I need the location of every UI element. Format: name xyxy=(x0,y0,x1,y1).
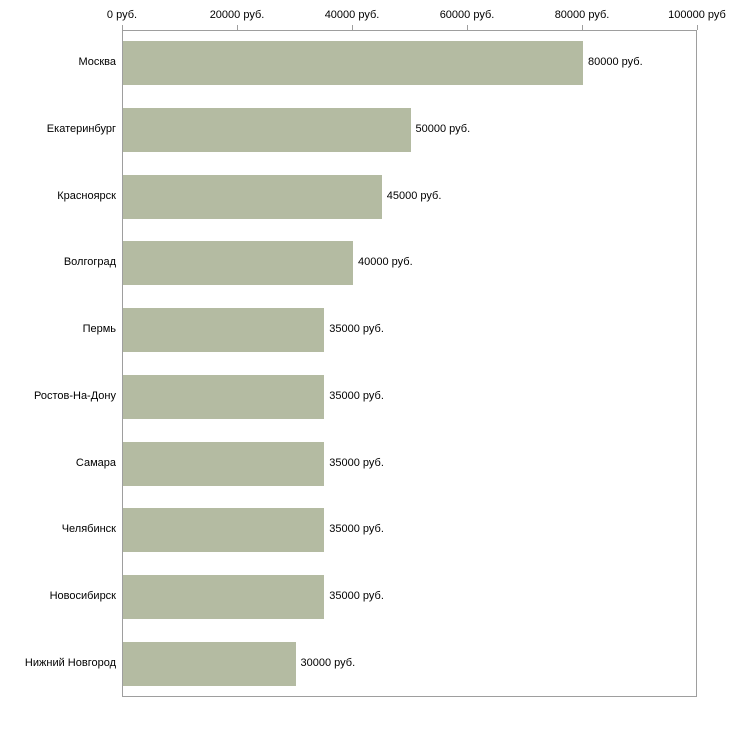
x-axis-tick-mark xyxy=(122,25,123,30)
bar-value-label: 35000 руб. xyxy=(329,389,384,402)
bar xyxy=(123,574,325,619)
bar xyxy=(123,308,325,353)
x-axis-tick-label: 60000 руб. xyxy=(439,9,495,21)
x-axis-tick-label: 80000 руб. xyxy=(554,9,610,21)
y-axis-category-label: Самара xyxy=(75,456,116,469)
bar-value-label: 40000 руб. xyxy=(358,256,413,269)
bar xyxy=(123,108,411,153)
y-axis-category-label: Челябинск xyxy=(61,523,116,536)
bar xyxy=(123,241,353,286)
x-axis-tick-mark xyxy=(237,25,238,30)
bar-value-label: 50000 руб. xyxy=(415,123,471,136)
bar-value-label: 45000 руб. xyxy=(386,189,442,202)
bar-value-label: 80000 руб. xyxy=(588,56,643,69)
y-axis-category-label: Нижний Новгород xyxy=(24,656,116,669)
x-axis-tick-label: 0 руб. xyxy=(106,9,138,21)
x-axis-tick-mark xyxy=(352,25,353,30)
x-axis-tick-mark xyxy=(582,25,583,30)
bar xyxy=(123,41,583,86)
x-axis-tick-mark xyxy=(467,25,468,30)
bar xyxy=(123,174,382,219)
x-axis-tick-label: 100000 руб xyxy=(668,9,726,21)
bar-value-label: 35000 руб. xyxy=(329,323,384,336)
y-axis-category-label: Екатеринбург xyxy=(46,123,116,136)
bar-value-label: 35000 руб. xyxy=(329,456,384,469)
bar-value-label: 35000 руб. xyxy=(329,589,384,602)
y-axis-category-label: Красноярск xyxy=(57,189,116,202)
bar xyxy=(123,374,325,419)
bar xyxy=(123,641,296,686)
y-axis-category-label: Ростов-На-Дону xyxy=(33,389,116,402)
y-axis-category-label: Волгоград xyxy=(63,256,116,269)
y-axis-category-label: Пермь xyxy=(82,323,116,336)
bar-value-label: 30000 руб. xyxy=(300,656,356,669)
bar xyxy=(123,508,325,553)
y-axis-category-label: Москва xyxy=(78,56,116,69)
x-axis-tick-mark xyxy=(697,25,698,30)
bar xyxy=(123,441,325,486)
x-axis-tick-label: 40000 руб. xyxy=(324,9,380,21)
x-axis-tick-label: 20000 руб. xyxy=(209,9,265,21)
y-axis-category-label: Новосибирск xyxy=(49,589,116,602)
bar-value-label: 35000 руб. xyxy=(329,523,384,536)
